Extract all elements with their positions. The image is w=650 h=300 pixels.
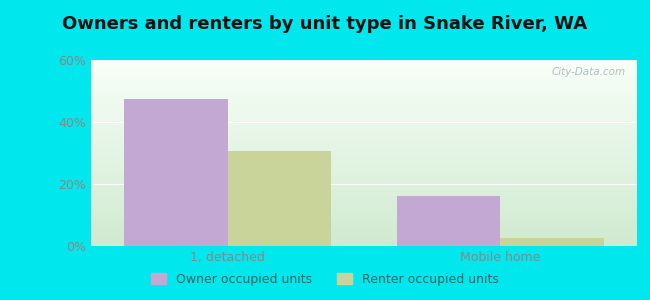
Text: City-Data.com: City-Data.com — [552, 68, 626, 77]
Bar — [227, 152, 332, 246]
Bar — [500, 238, 604, 246]
Bar — [396, 196, 500, 246]
Text: Owners and renters by unit type in Snake River, WA: Owners and renters by unit type in Snake… — [62, 15, 588, 33]
Legend: Owner occupied units, Renter occupied units: Owner occupied units, Renter occupied un… — [146, 268, 504, 291]
Bar — [124, 99, 228, 246]
